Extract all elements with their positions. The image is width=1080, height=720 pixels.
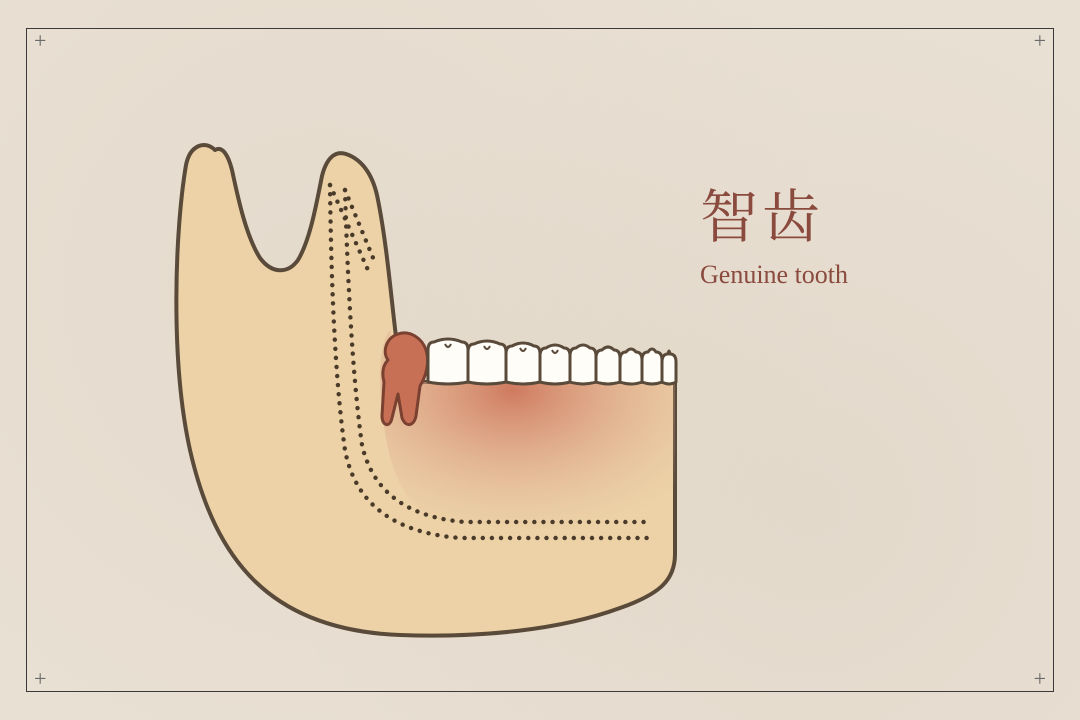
tooth-5: [596, 347, 620, 384]
tooth-7: [642, 349, 662, 384]
tooth-6: [620, 349, 642, 384]
title-chinese: 智齿: [700, 170, 848, 254]
title-english: Genuine tooth: [700, 260, 848, 290]
canvas: + + + + 智齿 Genuine tooth: [0, 0, 1080, 720]
tooth-4: [570, 345, 596, 384]
corner-mark-br: +: [1034, 668, 1046, 690]
corner-mark-tl: +: [34, 30, 46, 52]
corner-mark-bl: +: [34, 668, 46, 690]
title-block: 智齿 Genuine tooth: [700, 170, 848, 290]
tooth-8: [662, 351, 676, 384]
mandible-illustration: [120, 110, 680, 650]
tooth-3: [540, 345, 570, 384]
tooth-0: [428, 339, 468, 384]
corner-mark-tr: +: [1034, 30, 1046, 52]
tooth-1: [468, 341, 506, 384]
tooth-2: [506, 343, 540, 384]
